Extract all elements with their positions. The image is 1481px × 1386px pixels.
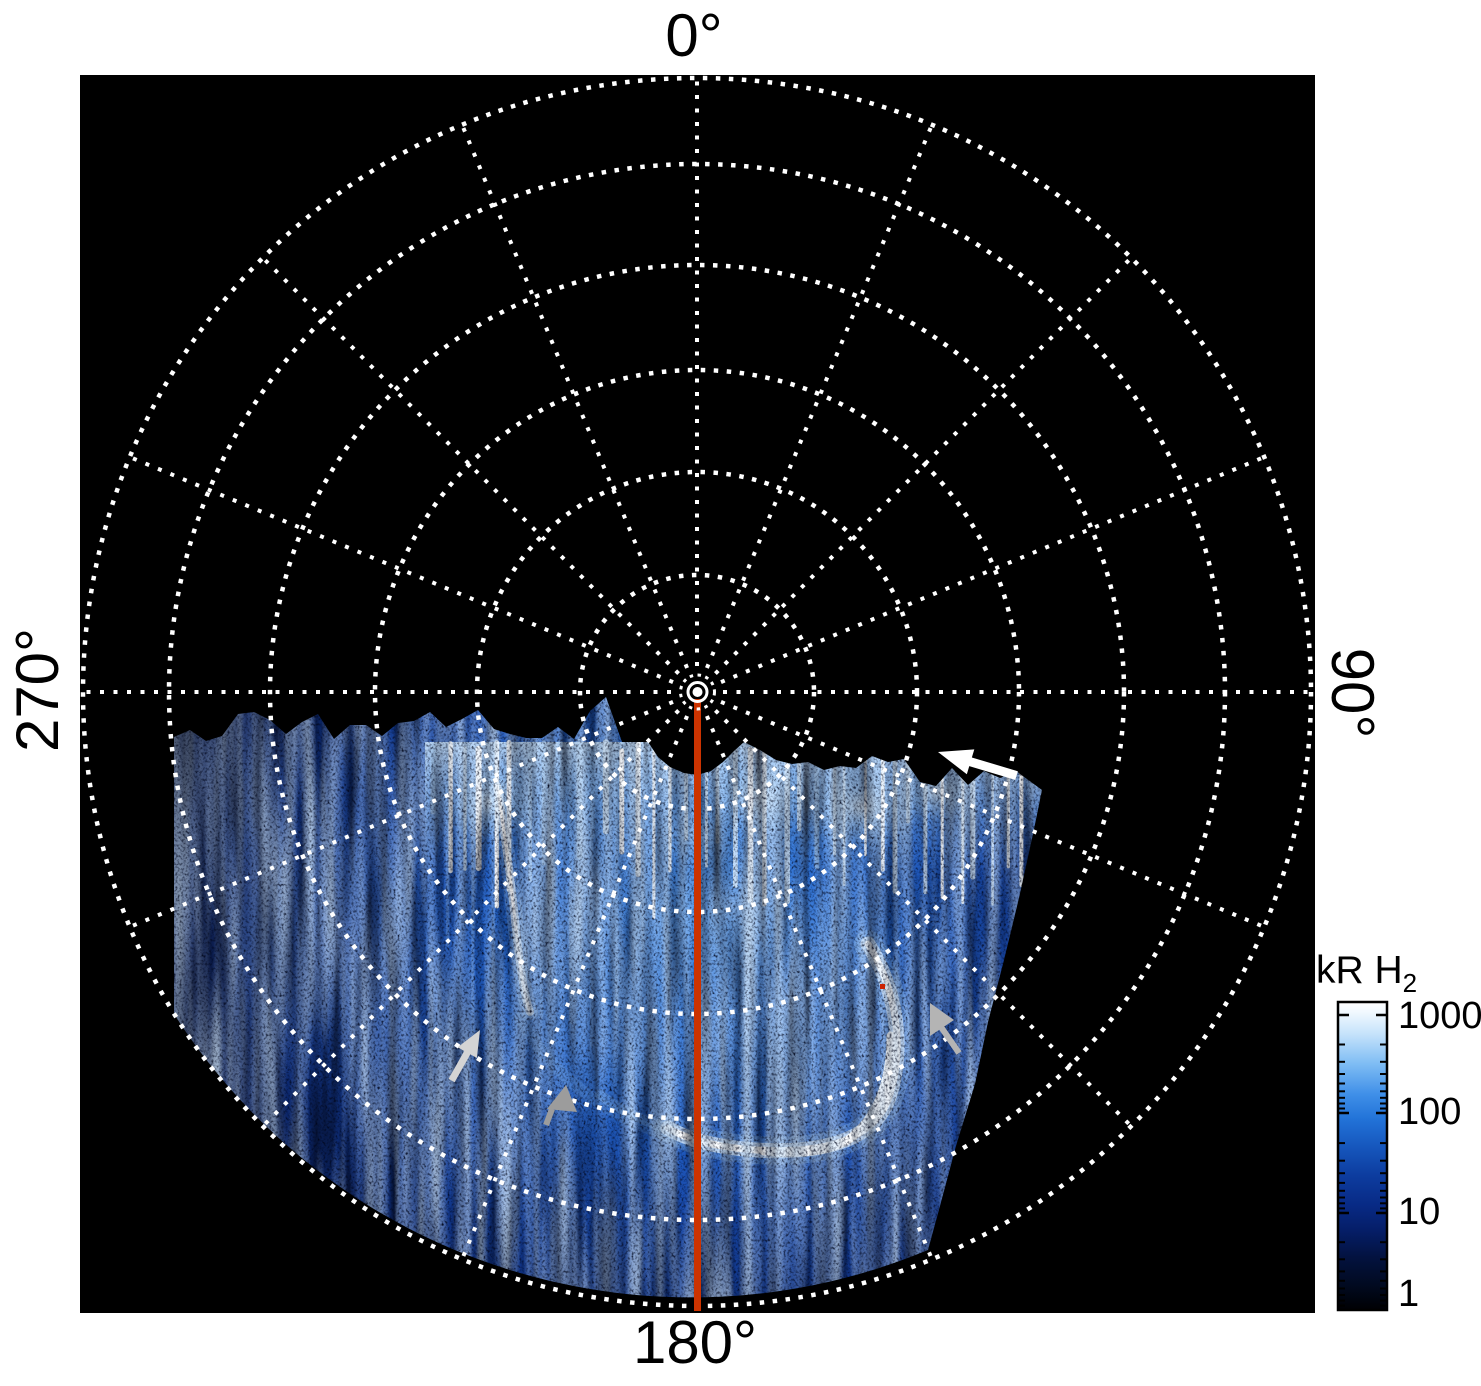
emission-streaks [430,738,1024,1053]
angle-label-270: 270° [4,627,71,753]
main-auroral-arc [654,930,911,1165]
colorbar-tick-1000: 1000 [1398,995,1481,1038]
gray-arrowhead-bottom [543,1085,577,1127]
colorbar-tick-1: 1 [1398,1273,1420,1316]
colorbar-tick-100: 100 [1398,1091,1462,1134]
angle-label-0: 0° [665,2,723,69]
polar-grid [80,75,1314,1309]
red-dot-marker [880,984,885,989]
colorbar-gradient [1336,1000,1389,1312]
gray-arrowhead-right [930,1003,962,1055]
colorbar [1336,1000,1389,1312]
white-arrow [938,749,1018,780]
colorbar-title-main: kR H [1316,949,1403,992]
colorbar-title-sub: 2 [1402,967,1418,998]
narrow-arc-segment [489,778,538,1020]
gray-arrow-left [448,1030,480,1083]
angle-label-90: 90° [1319,647,1386,739]
pole-marker [679,673,716,711]
colorbar-title: kR H2 [1316,951,1417,996]
colorbar-tick-10: 10 [1398,1191,1441,1234]
angle-label-180: 180° [632,1309,758,1376]
meridian-line-180 [694,699,701,1311]
aurora-emission [174,697,1042,1298]
colorbar-ticks [1339,1013,1386,1307]
